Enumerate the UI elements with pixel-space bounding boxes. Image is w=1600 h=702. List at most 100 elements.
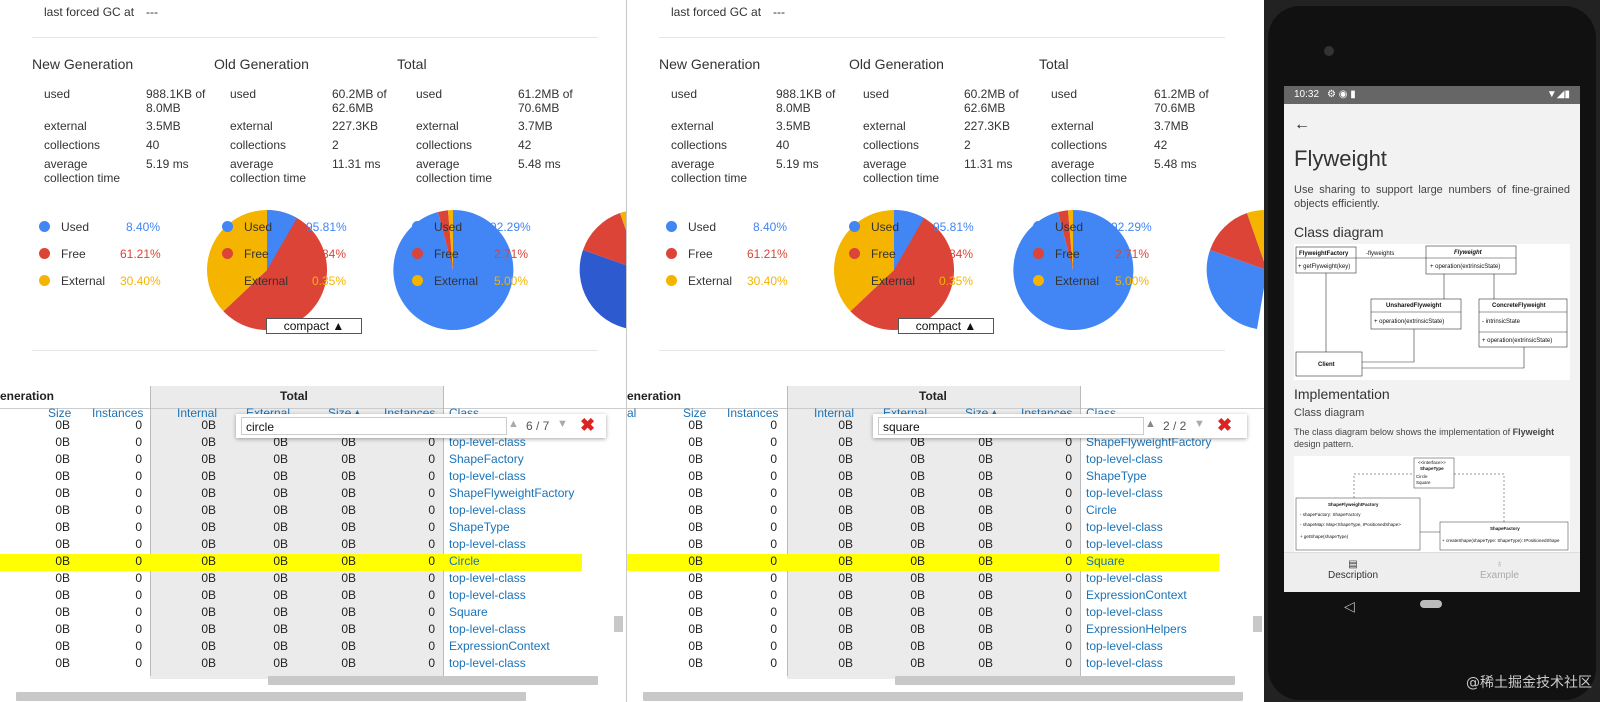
- table-row[interactable]: 0B 0 0B 0B 0B 0 Square: [627, 554, 1264, 571]
- table-row[interactable]: 0B 0 0B 0B 0B 0 top-level-class: [627, 656, 1264, 673]
- search-input[interactable]: square: [878, 417, 1144, 435]
- class-link[interactable]: ShapeType: [1086, 469, 1147, 483]
- search-prev-icon[interactable]: ▲: [1145, 418, 1156, 430]
- back-arrow-icon[interactable]: ←: [1294, 116, 1310, 133]
- table-row[interactable]: 0B 0 0B 0B 0B 0 ShapeFactory: [0, 452, 626, 469]
- class-link[interactable]: ShapeFactory: [449, 452, 524, 466]
- table-row[interactable]: 0B 0 0B 0B 0B 0 top-level-class: [0, 537, 626, 554]
- class-link[interactable]: top-level-class: [1086, 605, 1163, 619]
- col-size[interactable]: Size: [683, 406, 707, 420]
- class-link[interactable]: top-level-class: [449, 469, 526, 483]
- nav-back-icon[interactable]: ◁: [1344, 598, 1355, 614]
- tab-description[interactable]: ▤ Description: [1328, 559, 1378, 581]
- v-scrollbar[interactable]: [1253, 616, 1262, 632]
- table-row[interactable]: 0B 0 0B 0B 0B 0 top-level-class: [627, 639, 1264, 656]
- table-row[interactable]: 0B 0 0B 0B 0B 0 top-level-class: [0, 503, 626, 520]
- class-link[interactable]: ShapeType: [449, 520, 510, 534]
- table-row[interactable]: 0B 0 0B 0B 0B 0 ShapeType: [627, 469, 1264, 486]
- table-cell: 0B: [341, 656, 356, 670]
- class-link[interactable]: ExpressionHelpers: [1086, 622, 1187, 636]
- table-cell: 0B: [201, 639, 216, 653]
- compact-button[interactable]: compact ▲: [266, 318, 362, 334]
- table-row[interactable]: 0B 0 0B 0B 0B 0 top-level-class: [0, 588, 626, 605]
- table-row[interactable]: 0B 0 0B 0B 0B 0 ExpressionContext: [627, 588, 1264, 605]
- table-row[interactable]: 0B 0 0B 0B 0B 0 top-level-class: [627, 520, 1264, 537]
- class-link[interactable]: top-level-class: [449, 503, 526, 517]
- table-row[interactable]: 0B 0 0B 0B 0B 0 top-level-class: [627, 486, 1264, 503]
- table-cell: 0B: [910, 435, 925, 449]
- col-instances[interactable]: Instances: [727, 406, 779, 420]
- v-scrollbar[interactable]: [614, 616, 623, 632]
- col-size[interactable]: Size: [48, 406, 72, 420]
- table-cell: 0: [1065, 622, 1072, 636]
- h-scrollbar-outer[interactable]: [643, 692, 1243, 701]
- class-link[interactable]: top-level-class: [1086, 520, 1163, 534]
- table-cell: 0: [135, 418, 142, 432]
- class-link[interactable]: Square: [449, 605, 488, 619]
- table-row[interactable]: 0B 0 0B 0B 0B 0 Circle: [0, 554, 626, 571]
- nav-home-icon[interactable]: [1420, 600, 1442, 608]
- class-link[interactable]: ExpressionContext: [449, 639, 550, 653]
- table-cell: 0B: [688, 520, 703, 534]
- class-link[interactable]: top-level-class: [1086, 452, 1163, 466]
- android-emulator: 10:32 ⚙ ◉ ▮ ▼◢▮ ← Flyweight Use sharing to…: [1264, 0, 1600, 702]
- class-link[interactable]: top-level-class: [449, 537, 526, 551]
- class-link[interactable]: top-level-class: [1086, 656, 1163, 670]
- class-link[interactable]: top-level-class: [1086, 537, 1163, 551]
- h-scrollbar[interactable]: [895, 676, 1235, 685]
- class-link[interactable]: top-level-class: [449, 656, 526, 670]
- col-partial[interactable]: al: [627, 406, 637, 420]
- table-row[interactable]: 0B 0 0B 0B 0B 0 ShapeFlyweightFactory: [0, 486, 626, 503]
- table-row[interactable]: 0B 0 0B 0B 0B 0 top-level-class: [0, 622, 626, 639]
- class-link[interactable]: Circle: [1086, 503, 1117, 517]
- table-row[interactable]: 0B 0 0B 0B 0B 0 top-level-class: [627, 452, 1264, 469]
- total-used: 61.2MB of 70.6MB: [1154, 87, 1209, 115]
- class-diagram-heading: Class diagram: [1294, 224, 1384, 240]
- pie-total-external: [1068, 209, 1073, 270]
- table-row[interactable]: 0B 0 0B 0B 0B 0 ExpressionContext: [0, 639, 626, 656]
- table-row[interactable]: 0B 0 0B 0B 0B 0 top-level-class: [627, 537, 1264, 554]
- tab-example[interactable]: ♁ Example: [1480, 559, 1519, 581]
- search-input[interactable]: circle: [241, 417, 507, 435]
- class-link[interactable]: top-level-class: [1086, 571, 1163, 585]
- table-row[interactable]: 0B 0 0B 0B 0B 0 top-level-class: [0, 435, 626, 452]
- old-external: 227.3KB: [332, 119, 379, 133]
- class-link[interactable]: ExpressionContext: [1086, 588, 1187, 602]
- class-link[interactable]: top-level-class: [1086, 486, 1163, 500]
- col-instances[interactable]: Instances: [92, 406, 144, 420]
- h-scrollbar-outer[interactable]: [16, 692, 526, 701]
- table-row[interactable]: 0B 0 0B 0B 0B 0 top-level-class: [627, 571, 1264, 588]
- class-link[interactable]: ShapeFlyweightFactory: [1086, 435, 1212, 449]
- table-row[interactable]: 0B 0 0B 0B 0B 0 Square: [0, 605, 626, 622]
- table-row[interactable]: 0B 0 0B 0B 0B 0 top-level-class: [627, 605, 1264, 622]
- class-link[interactable]: top-level-class: [1086, 639, 1163, 653]
- stat-label-collections: collections: [44, 138, 101, 152]
- col-internal[interactable]: Internal: [177, 406, 218, 420]
- col-internal[interactable]: Internal: [814, 406, 855, 420]
- compact-button[interactable]: compact ▲: [898, 318, 994, 334]
- class-link[interactable]: top-level-class: [449, 435, 526, 449]
- class-link[interactable]: top-level-class: [449, 622, 526, 636]
- close-icon[interactable]: ✖: [580, 415, 596, 435]
- table-row[interactable]: 0B 0 0B 0B 0B 0 top-level-class: [0, 656, 626, 673]
- table-cell: 0: [1065, 469, 1072, 483]
- close-icon[interactable]: ✖: [1217, 415, 1233, 435]
- table-row[interactable]: 0B 0 0B 0B 0B 0 Circle: [627, 503, 1264, 520]
- table-row[interactable]: 0B 0 0B 0B 0B 0 ShapeType: [0, 520, 626, 537]
- table-row[interactable]: 0B 0 0B 0B 0B 0 ExpressionHelpers: [627, 622, 1264, 639]
- total-heading: Total: [1039, 56, 1069, 72]
- table-row[interactable]: 0B 0 0B 0B 0B 0 top-level-class: [0, 469, 626, 486]
- class-link[interactable]: Circle: [449, 554, 480, 568]
- class-link[interactable]: top-level-class: [449, 588, 526, 602]
- table-cell: 0: [428, 588, 435, 602]
- table-row[interactable]: 0B 0 0B 0B 0B 0 top-level-class: [0, 571, 626, 588]
- class-link[interactable]: top-level-class: [449, 571, 526, 585]
- class-link[interactable]: ShapeFlyweightFactory: [449, 486, 575, 500]
- table-row[interactable]: 0B 0 0B 0B 0B 0 ShapeFlyweightFactory: [627, 435, 1264, 452]
- legend-used-label: Used: [61, 220, 90, 234]
- class-link[interactable]: Square: [1086, 554, 1125, 568]
- search-next-icon[interactable]: ▼: [1194, 418, 1205, 430]
- search-next-icon[interactable]: ▼: [557, 418, 568, 430]
- search-prev-icon[interactable]: ▲: [508, 418, 519, 430]
- h-scrollbar[interactable]: [268, 676, 598, 685]
